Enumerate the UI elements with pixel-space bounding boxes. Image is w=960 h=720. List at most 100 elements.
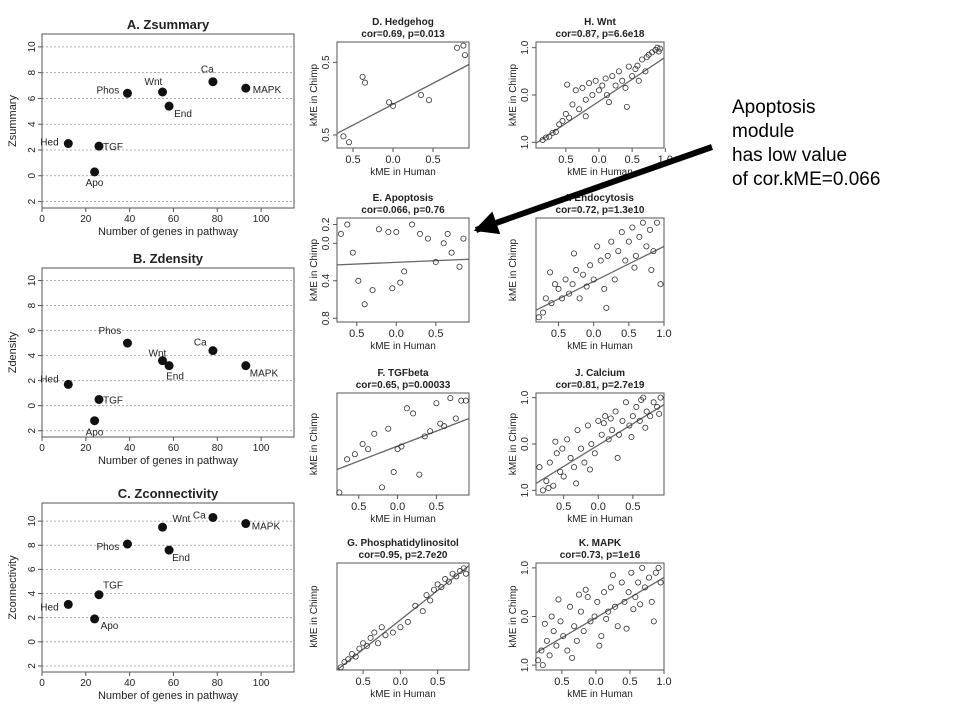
plot-frame [41,267,295,438]
data-point [463,570,470,577]
data-point [535,314,542,321]
annotation-line: has low value [732,145,848,166]
data-point [564,436,571,443]
data-point [560,473,567,480]
y-tick-label: 6 [27,95,38,101]
data-point [539,487,546,494]
data-point [573,637,580,644]
data-point [602,413,609,420]
data-point [628,569,635,576]
x-axis-label: kME in Human [567,341,633,352]
data-point [566,290,573,297]
data-point [594,243,601,250]
y-tick-label: 0.4 [321,273,332,287]
data-point [611,276,618,283]
data-point [657,45,664,52]
data-point [369,287,376,294]
data-point [549,129,556,136]
x-tick-label: 80 [212,214,224,225]
data-point [621,598,628,605]
data-point [603,304,610,311]
data-point [548,613,555,620]
data-point [603,615,610,622]
x-tick-label: 0.5 [558,154,573,166]
data-point [584,594,591,601]
data-point [605,436,612,443]
data-point [652,569,659,576]
data-point [63,599,73,609]
data-point [546,133,553,140]
data-point [345,656,352,663]
data-point [447,395,454,402]
data-point [427,597,434,604]
data-point [590,276,597,283]
data-point [598,431,605,438]
data-point [63,379,73,389]
x-tick-label: 40 [124,443,136,454]
y-tick-label: 0.2 [321,217,332,231]
y-tick-label: 0.8 [321,311,332,325]
data-point [460,42,467,49]
data-point [535,657,542,664]
x-tick-label: 0.5 [554,676,569,688]
data-point [437,420,444,427]
data-point [588,440,595,447]
data-point [622,399,629,406]
data-point [573,480,580,487]
data-point [547,269,554,276]
data-point [403,405,410,412]
chart-subtitle: cor=0.73, p=1e16 [560,550,641,561]
data-point [639,564,646,571]
chart-title: F. TGFbeta [377,368,429,379]
point-label: Ca [193,510,206,521]
data-point [555,285,562,292]
point-label: MAPK [253,85,282,96]
point-label: Ca [194,338,207,349]
data-point [653,219,660,226]
y-tick-label: 0.0 [520,609,531,623]
data-point [389,629,396,636]
data-point [444,230,451,237]
data-point [363,642,370,649]
data-point [536,464,543,471]
data-point [594,598,601,605]
data-point [361,79,368,86]
data-point [122,539,132,549]
data-point [636,233,643,240]
data-point [628,434,635,441]
x-tick-label: 0.5 [625,501,640,513]
x-tick-label: 0.5 [425,154,440,166]
x-tick-label: 20 [80,678,92,689]
data-point [433,400,440,407]
data-point [551,281,558,288]
data-point [580,271,587,278]
data-point [641,584,648,591]
y-axis-label: kME in Chimp [508,412,519,475]
data-point [361,301,368,308]
y-tick-label: 2 [27,147,38,153]
data-point [587,262,594,269]
data-point [389,285,396,292]
data-point [417,92,424,99]
data-point [579,84,586,91]
data-point [432,259,439,266]
data-point [562,276,569,283]
data-point [241,361,251,371]
y-tick-label: 2 [27,614,38,620]
x-tick-label: 0.5 [551,328,566,340]
x-axis-label: kME in Human [567,167,633,178]
data-point [642,424,649,431]
data-point [614,623,621,630]
data-point [412,602,419,609]
data-point [94,141,104,151]
annotation-note: Apoptosis module has low value of cor.kM… [732,96,952,192]
data-point [553,642,560,649]
data-point [581,459,588,466]
data-point [541,620,548,627]
x-tick-label: 60 [168,214,180,225]
data-point [586,80,593,87]
data-point [543,637,550,644]
data-point [440,240,447,247]
chart-title: J. Calcium [575,368,625,379]
